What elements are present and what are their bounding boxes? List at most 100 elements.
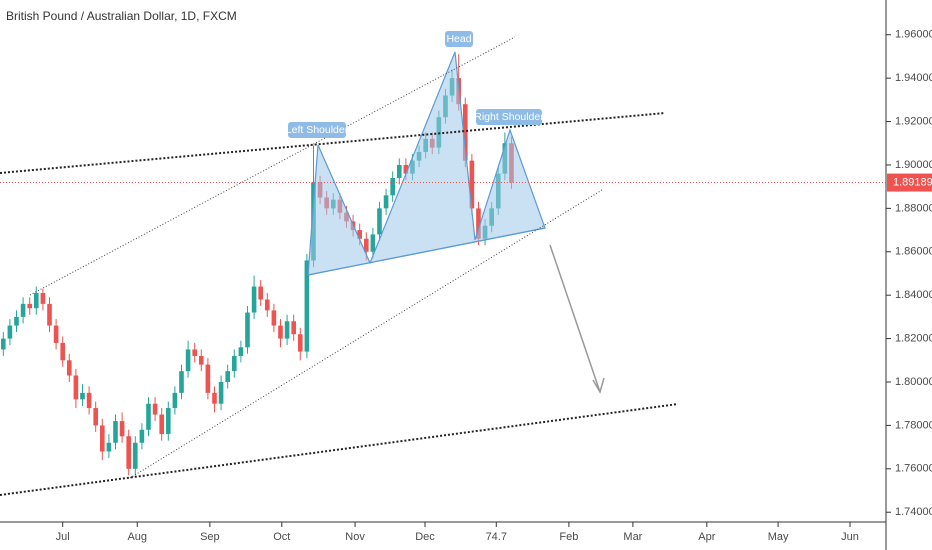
x-tick-label: Oct bbox=[273, 531, 290, 543]
candle-body bbox=[53, 325, 59, 343]
candle-body bbox=[469, 160, 475, 209]
candle-body bbox=[159, 414, 164, 435]
x-tick-label: Mar bbox=[623, 531, 642, 543]
resistance-line bbox=[0, 112, 666, 174]
candle-body bbox=[33, 293, 39, 309]
x-tick-label: Jul bbox=[56, 531, 70, 543]
candle-body bbox=[113, 421, 118, 443]
candle-body bbox=[383, 195, 389, 209]
candle-body bbox=[86, 392, 92, 409]
x-tick-label: Feb bbox=[559, 531, 578, 543]
candle-body bbox=[0, 338, 6, 350]
candle-body bbox=[7, 325, 13, 339]
y-tick-label: 1.94000 bbox=[895, 72, 932, 84]
candle-body bbox=[126, 436, 132, 469]
candle-body bbox=[27, 303, 33, 309]
candle-body bbox=[20, 303, 26, 317]
candle-body bbox=[377, 208, 382, 235]
y-tick-label: 1.96000 bbox=[895, 29, 932, 41]
label-box bbox=[476, 109, 542, 125]
candle-body bbox=[363, 238, 369, 252]
candle-body bbox=[291, 321, 296, 335]
axes bbox=[0, 0, 887, 550]
arrow-head bbox=[592, 377, 605, 394]
candle-body bbox=[231, 355, 237, 372]
y-tick-label: 1.90000 bbox=[895, 159, 932, 171]
y-tick-label: 1.88000 bbox=[895, 202, 932, 214]
candle-body bbox=[264, 299, 270, 311]
candle-body bbox=[370, 234, 376, 252]
candle-body bbox=[462, 104, 468, 161]
candle-body bbox=[205, 364, 211, 393]
y-tick-label: 1.76000 bbox=[895, 463, 932, 475]
drawings: Left Shoulder Head Right Shoulder bbox=[0, 31, 679, 496]
candle-body bbox=[271, 310, 277, 326]
y-tick-label: 1.86000 bbox=[895, 246, 932, 258]
y-tick-label: 1.92000 bbox=[895, 115, 932, 127]
candle-body bbox=[40, 293, 46, 304]
candle-body bbox=[284, 321, 290, 339]
x-tick-label: May bbox=[768, 531, 789, 543]
x-tick-label: 74.7 bbox=[486, 531, 507, 543]
candle-body bbox=[258, 286, 263, 300]
candle-body bbox=[106, 442, 112, 452]
y-tick-label: 1.78000 bbox=[895, 419, 932, 431]
candle-body bbox=[146, 403, 151, 430]
channel-lower bbox=[129, 189, 603, 479]
label-box bbox=[445, 31, 473, 47]
candle-body bbox=[152, 403, 158, 415]
candle-body bbox=[304, 260, 310, 352]
candle-body bbox=[357, 230, 362, 239]
last-price-box bbox=[887, 173, 932, 192]
x-tick-label: Nov bbox=[345, 531, 365, 543]
candle-body bbox=[165, 408, 171, 435]
candle-body bbox=[14, 316, 19, 326]
label-box bbox=[288, 122, 346, 138]
candle-body bbox=[225, 371, 230, 383]
candle-body bbox=[403, 164, 409, 174]
candle-body bbox=[192, 349, 197, 356]
annotation: Left Shoulder bbox=[286, 124, 349, 136]
candle-body bbox=[218, 382, 224, 404]
candle-body bbox=[390, 177, 395, 196]
candle-body bbox=[139, 429, 145, 443]
candle-body bbox=[132, 442, 138, 469]
candle-body bbox=[238, 347, 244, 356]
candle-body bbox=[60, 342, 66, 361]
x-tick-label: Apr bbox=[698, 531, 715, 543]
candle-body bbox=[66, 360, 72, 376]
last-price-label: 1.89189 bbox=[893, 176, 932, 188]
y-tick-label: 1.80000 bbox=[895, 376, 932, 388]
candle-body bbox=[198, 355, 204, 365]
arrow bbox=[549, 244, 601, 393]
x-tick-label: Jun bbox=[841, 531, 859, 543]
y-tick-label: 1.82000 bbox=[895, 333, 932, 345]
candle-body bbox=[73, 375, 79, 400]
candle-body bbox=[179, 371, 184, 393]
x-tick-label: Sep bbox=[200, 531, 220, 543]
candle-body bbox=[476, 208, 481, 239]
candle-body bbox=[278, 325, 283, 339]
candle-body bbox=[172, 392, 178, 409]
pattern-shape bbox=[307, 51, 546, 276]
candle-body bbox=[93, 408, 99, 426]
annotation: Head bbox=[446, 33, 471, 45]
y-tick-label: 1.74000 bbox=[895, 506, 932, 518]
candle-body bbox=[47, 303, 52, 326]
candle-body bbox=[212, 392, 217, 404]
candle-body bbox=[396, 164, 402, 178]
candle-body bbox=[297, 334, 303, 352]
y-tick-label: 1.84000 bbox=[895, 289, 932, 301]
chart-title: British Pound / Australian Dollar, 1D, F… bbox=[6, 9, 237, 23]
x-tick-label: Aug bbox=[127, 531, 147, 543]
candle-body bbox=[245, 312, 250, 348]
candle-body bbox=[99, 425, 105, 452]
candle-body bbox=[185, 349, 191, 372]
candle-body bbox=[80, 392, 85, 400]
neckline bbox=[307, 227, 546, 276]
candle-body bbox=[119, 421, 125, 437]
x-tick-label: Dec bbox=[415, 531, 435, 543]
